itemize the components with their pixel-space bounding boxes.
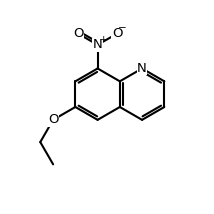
Text: O: O (73, 27, 83, 40)
Text: +: + (99, 35, 107, 44)
Text: N: N (93, 38, 103, 51)
Text: O: O (112, 27, 122, 40)
Text: O: O (48, 113, 58, 126)
Text: N: N (137, 62, 147, 75)
Text: −: − (118, 23, 127, 33)
